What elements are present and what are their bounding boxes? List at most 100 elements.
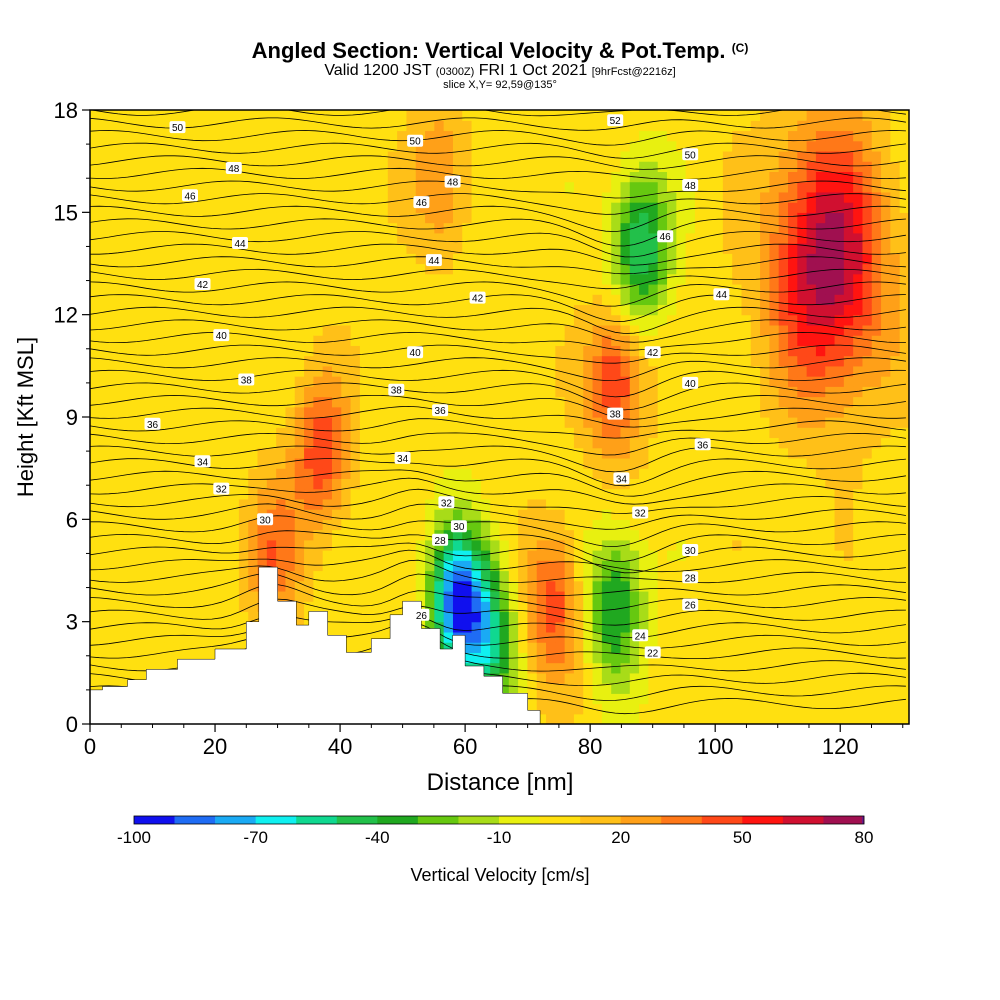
- velocity-cell: [434, 120, 445, 132]
- velocity-cell: [555, 457, 566, 469]
- velocity-cell: [499, 550, 510, 561]
- velocity-cell: [238, 621, 249, 633]
- velocity-cell: [443, 263, 454, 275]
- velocity-cell: [853, 161, 864, 172]
- velocity-cell: [443, 243, 454, 254]
- velocity-cell: [99, 191, 110, 203]
- velocity-cell: [536, 642, 547, 653]
- velocity-cell: [750, 539, 761, 551]
- velocity-cell: [192, 202, 203, 213]
- velocity-cell: [769, 110, 780, 121]
- velocity-cell: [508, 417, 519, 428]
- velocity-cell: [406, 478, 417, 490]
- velocity-cell: [741, 601, 752, 613]
- velocity-cell: [248, 263, 259, 275]
- velocity-cell: [555, 294, 566, 306]
- velocity-cell: [406, 509, 417, 520]
- velocity-cell: [313, 181, 324, 193]
- velocity-cell: [769, 478, 780, 490]
- velocity-cell: [108, 314, 119, 326]
- velocity-cell: [769, 417, 780, 428]
- velocity-cell: [788, 355, 798, 367]
- velocity-cell: [741, 355, 752, 367]
- velocity-cell: [797, 478, 808, 490]
- velocity-cell: [378, 335, 389, 346]
- velocity-cell: [862, 713, 873, 724]
- velocity-cell: [145, 457, 156, 469]
- velocity-cell: [359, 150, 370, 162]
- velocity-cell: [639, 590, 650, 602]
- velocity-cell: [546, 365, 556, 377]
- velocity-cell: [285, 457, 296, 469]
- velocity-cell: [806, 683, 817, 694]
- velocity-cell: [192, 631, 203, 643]
- velocity-cell: [741, 478, 752, 490]
- velocity-cell: [546, 130, 556, 142]
- velocity-cell: [573, 406, 584, 418]
- velocity-cell: [350, 120, 361, 132]
- velocity-cell: [760, 713, 770, 724]
- velocity-cell: [694, 621, 705, 633]
- velocity-cell: [639, 212, 650, 224]
- velocity-cell: [667, 509, 677, 520]
- velocity-cell: [397, 601, 408, 613]
- velocity-cell: [387, 468, 398, 479]
- velocity-cell: [853, 212, 864, 224]
- velocity-cell: [639, 488, 650, 500]
- velocity-cell: [657, 713, 668, 724]
- velocity-cell: [304, 283, 314, 295]
- velocity-cell: [322, 386, 333, 398]
- velocity-cell: [452, 355, 463, 367]
- velocity-cell: [769, 202, 780, 213]
- velocity-cell: [853, 355, 864, 367]
- velocity-cell: [536, 376, 547, 387]
- velocity-cell: [127, 335, 138, 346]
- velocity-cell: [843, 222, 854, 234]
- velocity-cell: [331, 243, 342, 254]
- velocity-cell: [741, 468, 752, 479]
- velocity-cell: [732, 652, 743, 664]
- velocity-cell: [648, 406, 659, 418]
- velocity-cell: [843, 703, 854, 715]
- velocity-cell: [145, 652, 156, 664]
- velocity-cell: [564, 110, 575, 121]
- velocity-cell: [862, 621, 873, 633]
- velocity-cell: [834, 683, 845, 694]
- velocity-cell: [452, 263, 463, 275]
- velocity-cell: [750, 212, 761, 224]
- velocity-cell: [257, 376, 268, 387]
- velocity-cell: [760, 294, 770, 306]
- velocity-cell: [620, 427, 631, 439]
- velocity-cell: [611, 703, 622, 715]
- velocity-cell: [322, 570, 333, 582]
- velocity-cell: [573, 355, 584, 367]
- velocity-cell: [769, 713, 780, 724]
- velocity-cell: [238, 570, 249, 582]
- velocity-cell: [452, 437, 463, 449]
- velocity-cell: [667, 713, 677, 724]
- velocity-cell: [164, 263, 175, 275]
- velocity-cell: [722, 396, 733, 408]
- velocity-cell: [853, 672, 864, 684]
- velocity-cell: [685, 120, 696, 132]
- velocity-cell: [117, 611, 128, 623]
- velocity-cell: [266, 406, 277, 418]
- velocity-cell: [350, 457, 361, 469]
- velocity-cell: [648, 130, 659, 142]
- velocity-cell: [797, 509, 808, 520]
- velocity-cell: [620, 488, 631, 500]
- velocity-cell: [490, 601, 501, 613]
- velocity-cell: [480, 652, 491, 664]
- velocity-cell: [359, 304, 370, 316]
- velocity-cell: [117, 110, 128, 121]
- velocity-cell: [415, 314, 426, 326]
- velocity-cell: [676, 202, 687, 213]
- velocity-cell: [331, 335, 342, 346]
- velocity-cell: [722, 181, 733, 193]
- velocity-cell: [266, 468, 277, 479]
- velocity-cell: [462, 631, 473, 643]
- velocity-cell: [201, 621, 212, 633]
- velocity-cell: [685, 171, 696, 183]
- velocity-cell: [741, 294, 752, 306]
- velocity-cell: [378, 611, 389, 623]
